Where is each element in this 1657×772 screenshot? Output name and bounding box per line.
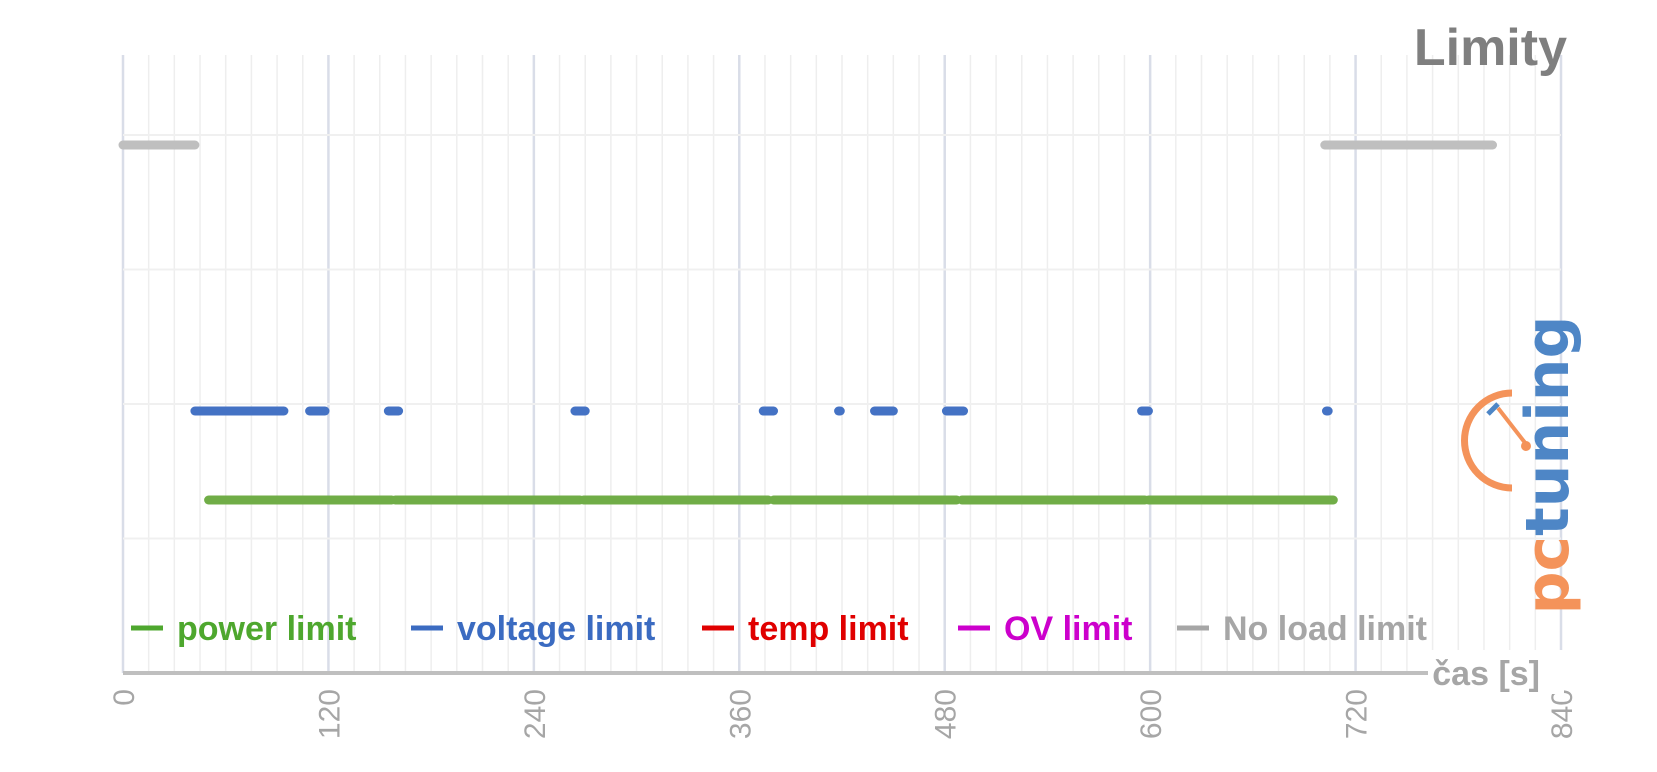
- x-tick-label: 120: [313, 689, 346, 739]
- minor-gridlines: [147, 55, 1537, 673]
- major-gridlines: [121, 55, 1563, 673]
- legend-label: power limit: [177, 610, 356, 648]
- gauge-icon: [1461, 389, 1531, 492]
- x-tick-label: 480: [930, 689, 963, 739]
- x-axis-ticks: 0 120 240 360 480 600 720 840: [108, 689, 1579, 739]
- svg-text:pctuning: pctuning: [1513, 316, 1583, 615]
- legend-label: OV limit: [1004, 610, 1132, 648]
- legend-label: No load limit: [1223, 610, 1427, 648]
- logo-text-pc: pc: [1513, 536, 1583, 615]
- logo-text-tuning: tuning: [1513, 316, 1583, 536]
- series-layer: [118, 140, 1498, 505]
- x-tick-label: 840: [1546, 689, 1579, 739]
- x-tick-label: 600: [1135, 689, 1168, 739]
- xlabel-background: [1428, 650, 1564, 694]
- x-tick-label: 720: [1341, 689, 1374, 739]
- x-tick-label: 360: [724, 689, 757, 739]
- chart-title: Limity: [1414, 19, 1567, 77]
- x-tick-label: 240: [519, 689, 552, 739]
- x-axis-label: čas [s]: [1432, 655, 1540, 693]
- watermark-logo: pctuning: [1513, 316, 1583, 615]
- legend-label: temp limit: [748, 610, 909, 648]
- legend-label: voltage limit: [457, 610, 655, 648]
- horizontal-gridlines: [123, 134, 1561, 540]
- x-tick-label: 0: [108, 689, 141, 706]
- chart-legend: power limit voltage limit temp limit OV lim…: [131, 610, 1427, 648]
